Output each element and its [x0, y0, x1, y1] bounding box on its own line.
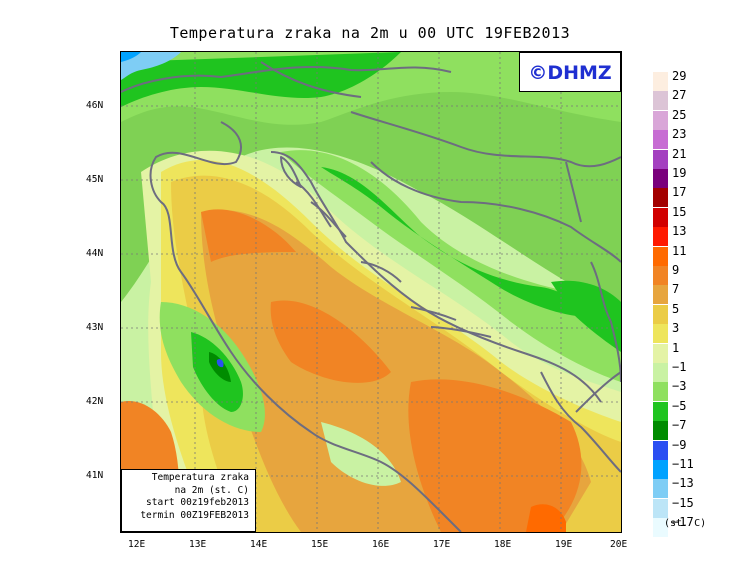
lon-label: 17E [433, 539, 451, 550]
lon-label: 19E [555, 539, 573, 550]
legend-swatch [653, 421, 668, 441]
field-blue-spot [216, 359, 224, 368]
legend-level: 19 [672, 166, 687, 180]
legend-level: 27 [672, 88, 687, 103]
legend-swatch [653, 401, 668, 421]
field-green-dinaric-dark [321, 167, 591, 317]
legend-level: 21 [672, 146, 687, 161]
graticule [121, 52, 621, 532]
lon-label: 15E [311, 539, 329, 550]
legend-swatch [653, 382, 668, 402]
field-orange-9c [408, 379, 582, 532]
legend-level: 1 [672, 340, 680, 355]
legend-swatch [653, 227, 668, 247]
map-canvas [121, 52, 621, 532]
legend-swatch [653, 343, 668, 363]
legend-swatch [653, 498, 668, 518]
info-line: termin 00Z19FEB2013 [140, 509, 249, 521]
map-title: Temperatura zraka na 2m u 00 UTC 19FEB20… [169, 24, 571, 42]
lon-label: 16E [372, 539, 390, 550]
lon-label: 20E [610, 539, 628, 550]
field-cold-cyan [121, 52, 141, 62]
lon-label: 14E [250, 539, 268, 550]
legend-swatch [653, 460, 668, 479]
field-green-dinaric [281, 150, 621, 382]
lon-label: 13E [189, 539, 207, 550]
field-darkgreen-italy [209, 352, 231, 382]
legend-swatch [653, 518, 668, 538]
legend-swatch [653, 91, 668, 111]
legend-swatch [653, 324, 668, 344]
legend-level: −5 [672, 398, 687, 413]
field-orange-11 [526, 504, 566, 532]
legend-swatch [653, 207, 668, 227]
legend-level: 9 [672, 263, 680, 277]
legend-level: 29 [672, 69, 687, 83]
info-line: start 00z19feb2013 [146, 497, 249, 508]
legend-swatch [653, 110, 668, 130]
info-line: na 2m (st. C) [174, 484, 249, 496]
legend-swatch [653, 285, 668, 305]
legend-swatch [653, 169, 668, 188]
legend-level: −1 [672, 360, 687, 374]
legend-swatch [653, 149, 668, 169]
legend-swatch [653, 363, 668, 382]
legend-swatch [653, 188, 668, 208]
info-line: Temperatura zraka [151, 472, 249, 483]
legend-level: 3 [672, 321, 680, 336]
legend-swatch [653, 440, 668, 460]
dhmz-logo: ©DHMZ [519, 52, 621, 92]
legend-level: −15 [672, 495, 694, 510]
field-orange-9a [201, 209, 296, 262]
field-cold-blue [121, 52, 181, 80]
legend-level: 13 [672, 224, 687, 239]
legend-level: −7 [672, 418, 687, 433]
legend-level: 23 [672, 127, 687, 142]
legend-level: −3 [672, 379, 687, 394]
coastlines [121, 61, 621, 532]
legend-swatch [653, 246, 668, 266]
legend-level: 5 [672, 301, 680, 316]
legend-swatch [653, 266, 668, 285]
info-box: Temperatura zraka na 2m (st. C) start 00… [121, 469, 256, 532]
legend-level: −11 [672, 457, 694, 471]
lat-label: 42N [86, 396, 104, 407]
legend-unit: (st. C) [664, 518, 707, 529]
lat-label: 45N [86, 174, 104, 185]
legend-level: 17 [672, 185, 687, 200]
legend-level: −13 [672, 476, 694, 491]
lat-label: 44N [86, 248, 104, 259]
lat-label: 46N [86, 100, 104, 111]
legend-swatch [653, 304, 668, 324]
field-orange-9b [270, 300, 391, 383]
field-green-dark-north [121, 52, 401, 107]
legend-level: 15 [672, 204, 687, 219]
lon-label: 18E [494, 539, 512, 550]
legend-swatch [653, 479, 668, 499]
lon-label: 12E [128, 539, 146, 550]
legend-level: 25 [672, 107, 687, 122]
legend-level: 7 [672, 282, 680, 297]
legend-swatch [653, 130, 668, 150]
legend-swatch [653, 72, 668, 91]
legend-level: 11 [672, 243, 687, 258]
legend-level: −17 [672, 515, 694, 530]
temperature-map: ©DHMZ Temperatura zraka na 2m (st. C) st… [120, 51, 622, 533]
legend-level: −9 [672, 437, 687, 452]
lat-label: 43N [86, 322, 104, 333]
lat-label: 41N [86, 470, 104, 481]
